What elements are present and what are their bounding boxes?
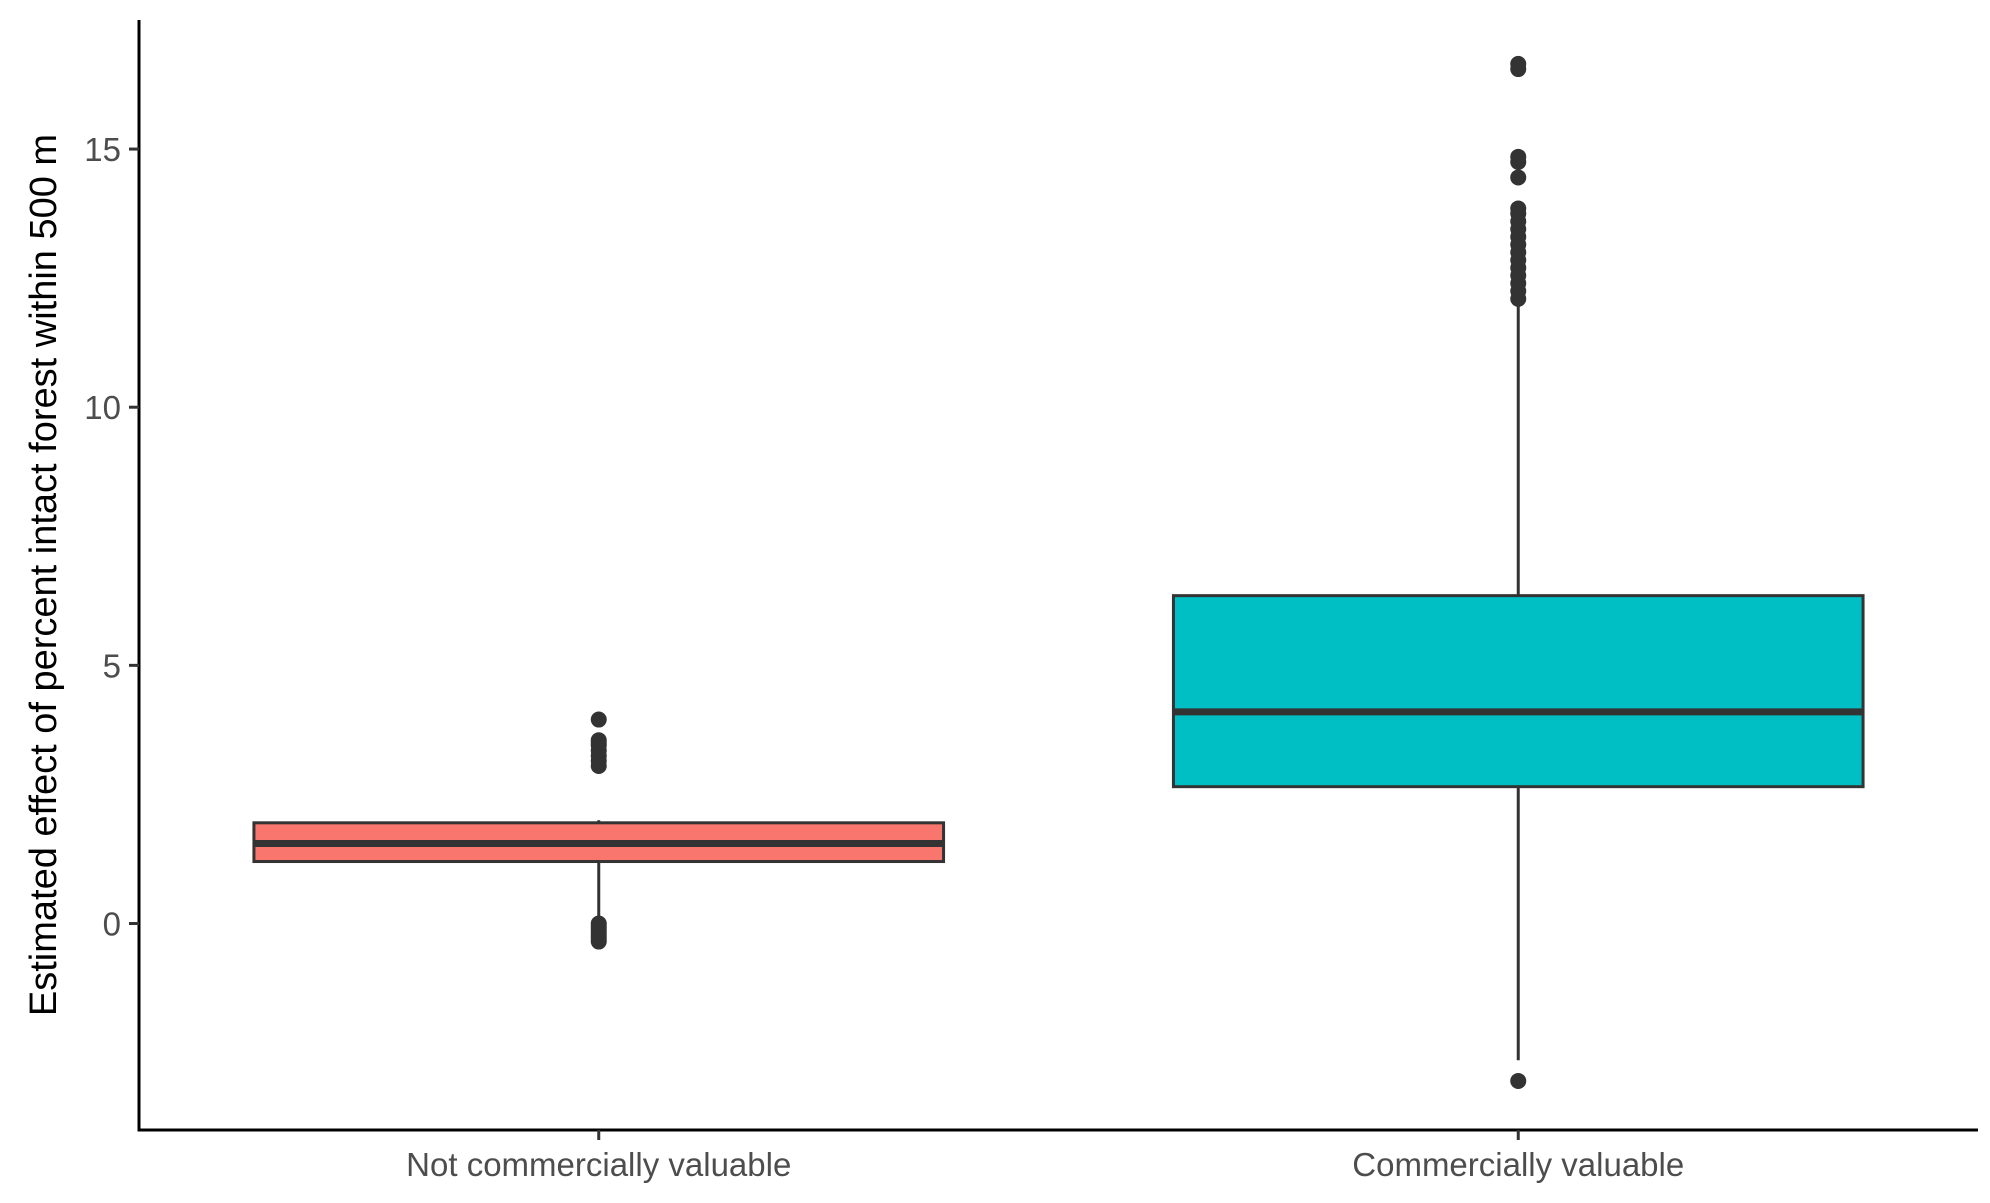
box-group [252,711,946,950]
x-tick-label: Not commercially valuable [406,1146,791,1183]
box-iqr [1171,594,1865,789]
outlier-point [590,711,607,728]
outlier-point [590,915,607,932]
box-group [1171,55,1865,1089]
outlier-point [1510,55,1527,72]
outlier-point [1510,148,1527,165]
y-tick-label: 0 [103,905,121,942]
x-tick-label: Commercially valuable [1352,1146,1684,1183]
y-tick-label: 5 [103,647,121,684]
outlier-point [1510,200,1527,217]
outlier-point [1510,1072,1527,1089]
y-axis-ticks: 0 5 10 15 [84,131,139,942]
y-tick-label: 10 [84,389,121,426]
x-axis-ticks: Not commercially valuable Commercially va… [406,1130,1684,1183]
plot-area [252,55,1865,1089]
y-tick-label: 15 [84,131,121,168]
outlier-point [1510,169,1527,186]
outlier-point [590,732,607,749]
y-axis-title: Estimated effect of percent intact fores… [23,134,65,1016]
